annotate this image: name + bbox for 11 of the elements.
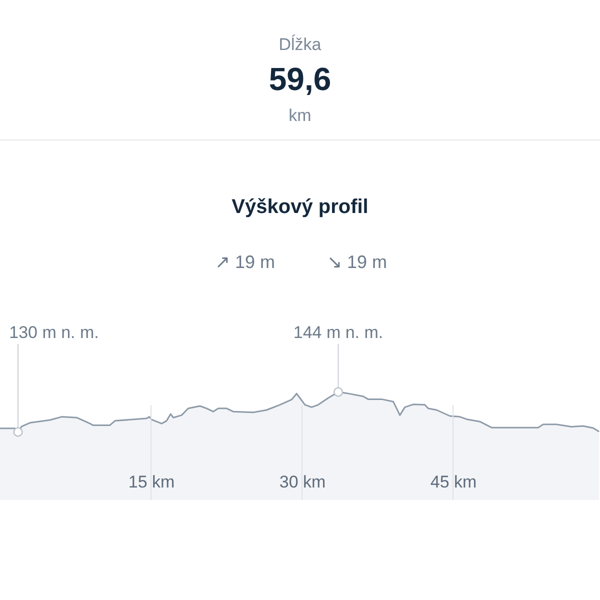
x-tick-label: 30 km	[279, 472, 326, 492]
annotation: 130 m n. m.	[9, 323, 99, 342]
annotation: 144 m n. m.	[293, 323, 384, 342]
text: ↗ 19 m	[214, 252, 276, 272]
text: ↘ 19 m	[326, 252, 388, 272]
text: 59,6	[268, 61, 332, 97]
text: Dĺžka	[278, 34, 322, 54]
x-tick-label: 45 km	[430, 472, 477, 492]
x-tick-label: 15 km	[128, 472, 175, 492]
chart-title: Výškový profil	[232, 196, 368, 218]
text: km	[288, 106, 312, 125]
